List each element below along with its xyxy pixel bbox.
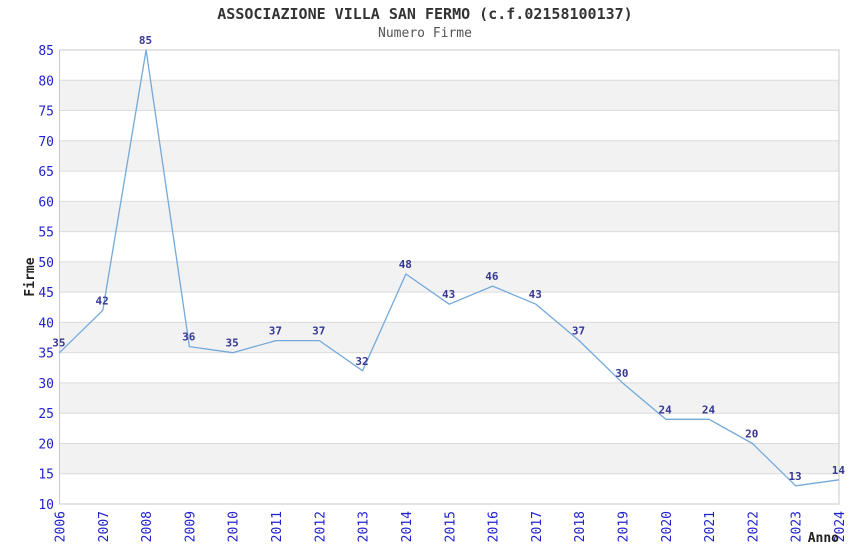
plot-band (59, 50, 839, 81)
point-label: 85 (139, 34, 152, 47)
point-label: 20 (745, 427, 758, 440)
plot-band (59, 110, 839, 141)
plot-band (59, 473, 839, 504)
x-tick-label: 2013 (357, 511, 372, 542)
plot-band (59, 322, 839, 353)
x-tick-label: 2011 (270, 511, 285, 542)
point-label: 37 (572, 325, 585, 338)
point-label: 24 (659, 403, 673, 416)
point-label: 32 (355, 355, 368, 368)
point-label: 46 (485, 270, 499, 283)
data-line (59, 49, 840, 487)
point-label: 43 (529, 288, 542, 301)
plot-border (59, 49, 840, 505)
plot-band (59, 292, 839, 323)
x-tick-label: 2014 (400, 511, 415, 542)
y-tick-label: 40 (38, 316, 54, 331)
y-tick-label: 35 (38, 347, 54, 362)
x-tick-label: 2018 (573, 511, 588, 542)
point-label: 36 (182, 331, 196, 344)
x-tick-label: 2008 (140, 511, 155, 542)
x-tick-label: 2015 (443, 511, 458, 542)
y-tick-label: 30 (38, 377, 54, 392)
point-label: 24 (702, 403, 716, 416)
plot-band (59, 413, 839, 444)
point-label: 30 (615, 367, 628, 380)
plot-band (59, 171, 839, 202)
point-label: 35 (225, 337, 238, 350)
x-tick-label: 2010 (227, 511, 242, 542)
y-axis-title: Firme (23, 257, 38, 296)
point-label: 37 (269, 325, 282, 338)
x-tick-label: 2007 (97, 511, 112, 542)
x-axis-title: Anno (808, 531, 839, 546)
plot-band (59, 231, 839, 262)
chart-subtitle: Numero Firme (378, 26, 472, 41)
x-tick-label: 2023 (790, 511, 805, 542)
plot-band (59, 382, 839, 414)
y-tick-label: 80 (38, 74, 54, 89)
y-tick-label: 65 (38, 165, 54, 180)
x-tick-label: 2006 (54, 511, 69, 542)
y-tick-label: 45 (38, 286, 54, 301)
point-label: 37 (312, 325, 325, 338)
x-tick-label: 2016 (487, 511, 502, 542)
y-tick-label: 25 (38, 407, 54, 422)
y-tick-label: 10 (38, 498, 54, 513)
y-tick-label: 15 (38, 468, 54, 483)
point-label: 35 (52, 337, 65, 350)
point-label: 14 (832, 464, 846, 477)
y-tick-label: 55 (38, 226, 54, 241)
x-tick-label: 2022 (746, 511, 761, 542)
x-tick-label: 2019 (616, 511, 631, 542)
y-tick-label: 70 (38, 135, 54, 150)
plot-band (59, 352, 839, 383)
plot-band (59, 140, 839, 172)
y-tick-label: 20 (38, 437, 54, 452)
plot-band (59, 80, 839, 111)
x-tick-label: 2020 (660, 511, 675, 542)
point-label: 43 (442, 288, 455, 301)
x-tick-label: 2021 (703, 511, 718, 542)
point-label: 48 (399, 258, 412, 271)
y-tick-label: 75 (38, 105, 54, 120)
x-tick-label: 2024 (833, 511, 848, 542)
chart-title: ASSOCIAZIONE VILLA SAN FERMO (c.f.021581… (217, 5, 633, 23)
y-tick-label: 60 (38, 195, 54, 210)
x-tick-label: 2017 (530, 511, 545, 542)
x-tick-label: 2009 (183, 511, 198, 542)
plot-band (59, 443, 839, 474)
x-tick-label: 2012 (313, 511, 328, 542)
plot-band (59, 261, 839, 293)
y-tick-label: 50 (38, 256, 54, 271)
y-tick-label: 85 (38, 44, 54, 59)
point-label: 42 (96, 294, 109, 307)
point-label: 13 (788, 470, 801, 483)
plot-band (59, 201, 839, 232)
